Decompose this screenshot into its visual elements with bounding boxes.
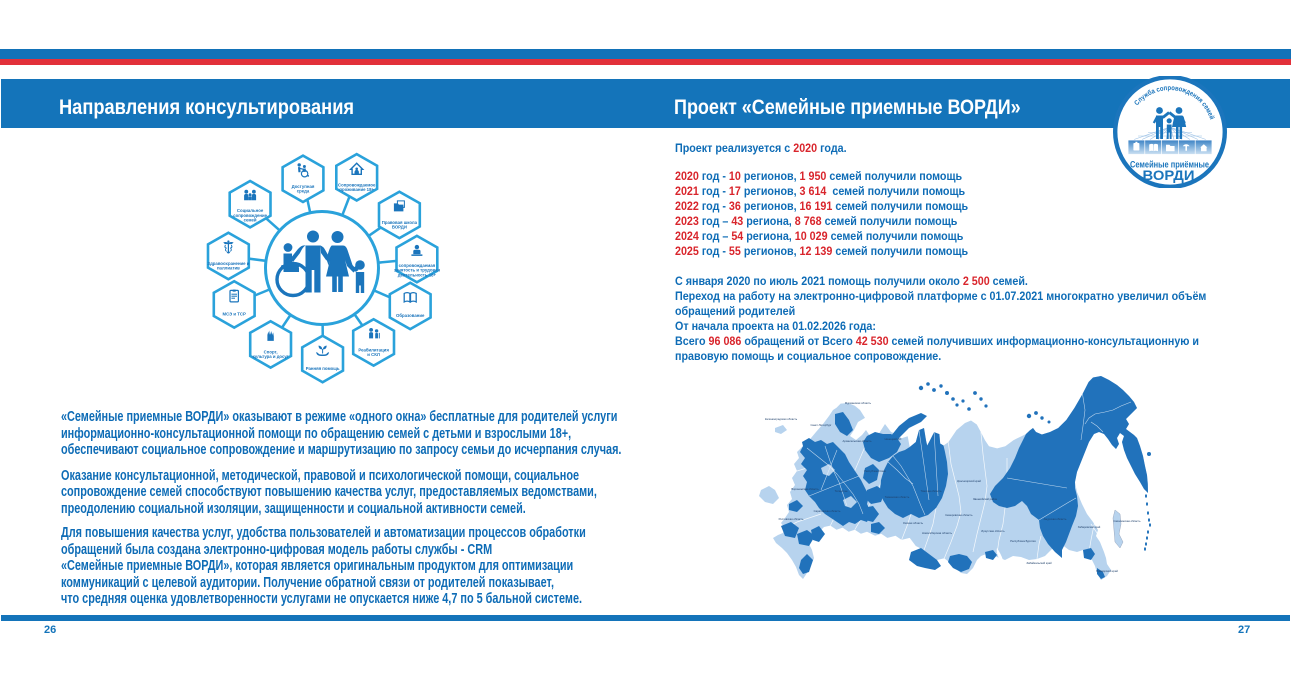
svg-text:Здравоохранение и: Здравоохранение и: [207, 261, 249, 266]
svg-text:Калининградская область: Калининградская область: [765, 417, 798, 421]
svg-text:Ранняя помощь: Ранняя помощь: [306, 366, 340, 371]
svg-text:проживание 18+: проживание 18+: [339, 187, 374, 192]
svg-text:Архангельская область: Архангельская область: [842, 439, 872, 443]
svg-text:Спорт,: Спорт,: [264, 349, 278, 354]
svg-text:Республика Бурятия: Республика Бурятия: [1010, 539, 1036, 543]
svg-text:Приморский край: Приморский край: [1096, 569, 1118, 573]
svg-text:культура и досуг: культура и досуг: [253, 354, 289, 359]
svg-text:Забайкальский край: Забайкальский край: [1026, 561, 1052, 565]
svg-text:Мурманская область: Мурманская область: [845, 401, 872, 405]
svg-text:Ненецкий АО: Ненецкий АО: [885, 437, 902, 441]
svg-text:занятость и трудовая: занятость и трудовая: [394, 268, 441, 273]
svg-text:сопровождаемая: сопровождаемая: [399, 263, 436, 268]
svg-text:Реабилитация: Реабилитация: [358, 347, 389, 352]
svg-text:Тюменская область: Тюменская область: [885, 495, 910, 499]
svg-text:Сопровождаемое: Сопровождаемое: [338, 182, 376, 187]
svg-text:сопровождение: сопровождение: [233, 213, 267, 218]
svg-text:Социальное: Социальное: [237, 208, 264, 213]
svg-text:среда: среда: [297, 188, 310, 193]
svg-text:Ростовская область: Ростовская область: [779, 517, 804, 521]
svg-text:Республика Коми: Республика Коми: [864, 469, 886, 473]
svg-text:Кемеровская область: Кемеровская область: [945, 513, 973, 517]
svg-text:Томская область: Томская область: [921, 489, 943, 493]
svg-text:МСЭ и ТСР: МСЭ и ТСР: [223, 311, 246, 316]
svg-text:паллиатив: паллиатив: [217, 266, 240, 271]
svg-text:Новосибирская область: Новосибирская область: [922, 531, 953, 535]
svg-text:Сахалинская область: Сахалинская область: [1113, 519, 1141, 523]
svg-text:деятельность 18+: деятельность 18+: [398, 272, 437, 277]
svg-text:Саратовская область: Саратовская область: [814, 509, 841, 513]
svg-text:Амурская область: Амурская область: [1044, 517, 1067, 521]
svg-text:Красноярский край: Красноярский край: [957, 479, 981, 483]
svg-text:Иркутская область: Иркутская область: [981, 529, 1005, 533]
svg-text:семей: семей: [244, 217, 257, 222]
svg-text:ВОРДИ: ВОРДИ: [392, 225, 407, 230]
svg-text:и СКЛ: и СКЛ: [367, 352, 380, 357]
svg-text:Омская область: Омская область: [903, 521, 924, 525]
svg-text:Правовая школа: Правовая школа: [382, 220, 418, 225]
svg-text:Хабаровский край: Хабаровский край: [1078, 525, 1101, 529]
svg-text:ВОРДИ: ВОРДИ: [1143, 167, 1195, 183]
svg-text:Эвенкийский район: Эвенкийский район: [973, 497, 998, 501]
svg-text:Семейные приёмные: Семейные приёмные: [1130, 160, 1209, 170]
svg-text:Татарстан: Татарстан: [835, 489, 848, 493]
svg-text:Доступная: Доступная: [292, 184, 315, 189]
svg-text:Санкт-Петербург: Санкт-Петербург: [810, 423, 831, 427]
svg-text:Воронежская область: Воронежская область: [791, 487, 819, 491]
svg-text:Образование: Образование: [396, 313, 425, 318]
